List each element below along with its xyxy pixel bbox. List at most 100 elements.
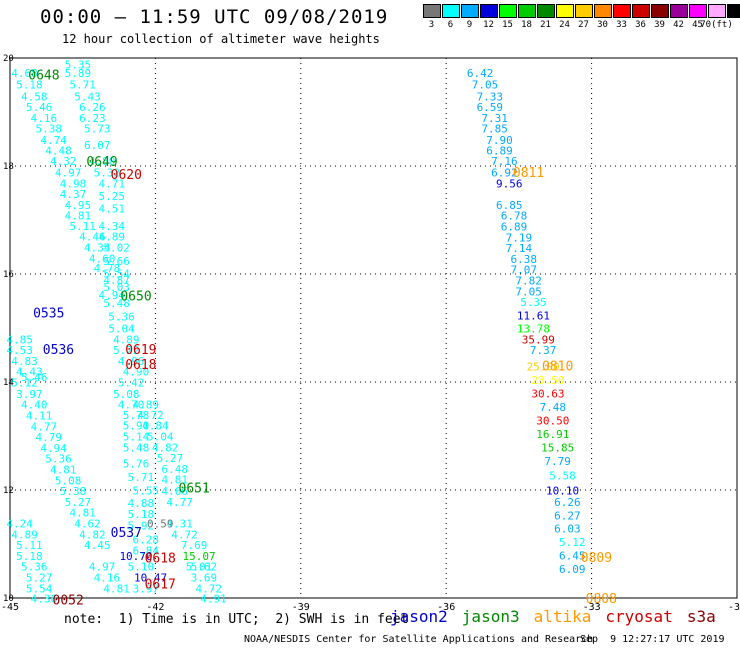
legend-swatch	[555, 4, 574, 18]
satellite-legend-item: cryosat	[605, 607, 673, 626]
legend-swatch	[479, 4, 498, 18]
swh-value-label: 4.70	[118, 399, 145, 412]
credit-text: NOAA/NESDIS Center for Satellite Applica…	[244, 634, 594, 645]
swh-value-label: 4.72	[171, 528, 198, 541]
swh-value-label: 6.42	[467, 67, 494, 80]
satellite-legend: jason2 jason3 altika cryosat s3a	[390, 607, 716, 626]
legend-bin-label: 42	[673, 20, 684, 30]
swh-value-label: 4.74	[40, 134, 67, 147]
y-tick-label: 20	[3, 54, 14, 64]
legend-bin: 18	[517, 4, 536, 30]
swh-value-label: 4.60	[89, 252, 116, 265]
swh-value-label: 6.45	[559, 549, 586, 562]
swh-value-label: 5.36	[45, 453, 72, 466]
swh-value-label: 6.03	[554, 522, 581, 535]
swh-value-label: 4.32	[50, 155, 77, 168]
swh-value-label: 4.81	[65, 210, 92, 223]
legend-bin-label: 39	[654, 20, 665, 30]
legend-bin-label: 27	[578, 20, 589, 30]
swh-value-label: 6.85	[496, 199, 523, 212]
x-tick-label: -45	[1, 602, 19, 613]
satellite-legend-item: jason2	[390, 607, 448, 626]
swh-value-label: 15.85	[541, 441, 574, 454]
legend-swatch	[612, 4, 631, 18]
swh-value-label: 4.48	[45, 144, 72, 157]
legend-swatch	[669, 4, 688, 18]
pass-time-label: 0618	[125, 358, 156, 373]
swh-value-label: 4.81	[50, 463, 77, 476]
swh-value-label: 6.48	[162, 463, 189, 476]
legend-swatch	[441, 4, 460, 18]
swh-value-label: 5.73	[84, 123, 111, 136]
swh-value-label: 5.12	[11, 377, 38, 390]
swh-value-label: 5.58	[549, 469, 576, 482]
swh-value-label: 13.78	[517, 323, 550, 336]
swh-value-label: 5.25	[99, 190, 126, 203]
swh-value-label: 4.68	[11, 67, 38, 80]
swh-value-label: 23.50	[531, 374, 564, 387]
pass-time-label: 0649	[86, 155, 117, 170]
swh-value-label: 7.05	[515, 285, 542, 298]
legend-bin: 42	[669, 4, 688, 30]
swh-value-label: 5.38	[36, 123, 63, 136]
swh-value-label: 4.97	[89, 561, 116, 574]
swh-value-label: 6.84	[132, 544, 159, 557]
pass-time-label: 0618	[145, 552, 176, 567]
legend-bin	[726, 4, 740, 30]
swh-value-label: 5.32	[94, 166, 121, 179]
legend-swatch	[517, 4, 536, 18]
satellite-legend-item: altika	[533, 607, 592, 626]
swh-value-label: 5.38	[60, 485, 87, 498]
legend-bin: 24	[555, 4, 574, 30]
swh-value-label: 4.85	[6, 333, 33, 346]
y-tick-label: 18	[3, 162, 14, 172]
swh-value-label: 5.14	[123, 431, 150, 444]
x-tick-label: -42	[146, 602, 164, 613]
swh-value-label: 5.35	[520, 296, 547, 309]
pass-time-label: 0648	[28, 69, 59, 84]
legend-swatch	[593, 4, 612, 18]
swh-value-label: 4.84	[142, 420, 169, 433]
swh-value-label: 4.96	[118, 355, 145, 368]
legend-bin-label: 33	[616, 20, 627, 30]
legend-bin-label: 24	[559, 20, 570, 30]
swh-value-label: 4.89	[113, 333, 140, 346]
swh-value-label: 7.85	[481, 123, 508, 136]
swh-value-label: 5.03	[103, 281, 130, 294]
swh-value-label: 5.10	[128, 561, 155, 574]
x-tick-label: -36	[437, 602, 455, 613]
satellite-legend-item: s3a	[686, 607, 716, 626]
swh-value-label: 6.27	[554, 509, 581, 522]
swh-value-label: 5.04	[147, 431, 174, 444]
swh-value-label: 4.62	[74, 517, 101, 530]
pass-time-label: 0811	[513, 166, 544, 181]
swh-value-label: 6.92	[491, 166, 518, 179]
swh-value-label: 11.61	[517, 310, 550, 323]
swh-value-label: 4.11	[26, 409, 53, 422]
swh-value-label: 6.26	[79, 101, 106, 114]
swh-value-label: 4.36	[31, 593, 58, 606]
legend-bin: 30	[593, 4, 612, 30]
swh-value-label: 4.81	[103, 582, 130, 595]
x-tick-label: -39	[292, 602, 310, 613]
swh-value-label: 7.37	[530, 344, 557, 357]
y-tick-label: 12	[3, 486, 14, 496]
swh-value-label: 5.89	[65, 67, 92, 80]
swh-value-label: 4.89	[132, 399, 159, 412]
swh-value-label: 5.11	[16, 539, 43, 552]
swh-value-label: 6.78	[501, 210, 528, 223]
swh-value-label: 3.97	[16, 388, 43, 401]
pass-time-label: 0810	[542, 359, 573, 374]
swh-value-label: 6.26	[554, 496, 581, 509]
swh-value-label: 4.31	[166, 517, 193, 530]
swh-value-label: 9.56	[496, 177, 523, 190]
legend-bin: 39	[650, 4, 669, 30]
swh-value-label: 5.27	[65, 496, 92, 509]
swh-value-label: 6.38	[510, 253, 537, 266]
swh-value-label: 7.69	[181, 539, 208, 552]
legend-bin-label: 3	[428, 20, 435, 30]
swh-value-label: 4.87	[103, 274, 130, 287]
legend-bin-label: 9	[466, 20, 473, 30]
chart-title: 00:00 – 11:59 UTC 09/08/2019	[40, 6, 389, 28]
